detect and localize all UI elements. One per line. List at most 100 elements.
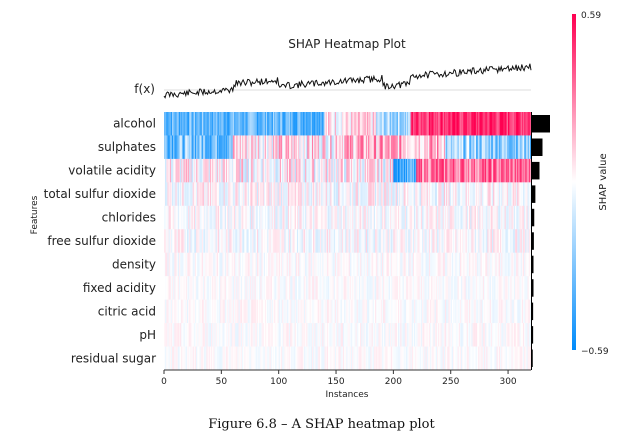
heatmap-cell	[472, 112, 475, 136]
heatmap-cell	[198, 229, 200, 254]
heatmap-cell	[231, 252, 234, 277]
heatmap-cell	[402, 158, 405, 183]
heatmap-cell	[442, 135, 445, 160]
x-axis-ticks: 0 50 100 150 200 250 300	[161, 370, 517, 387]
heatmap-cell	[184, 135, 187, 160]
heatmap-cell	[365, 299, 368, 324]
heatmap-cell	[180, 229, 182, 254]
fx-label: f(x)	[134, 82, 155, 96]
heatmap-cell	[450, 205, 453, 230]
heatmap-cell	[299, 158, 301, 183]
heatmap-cell	[435, 276, 438, 300]
heatmap-cell	[516, 252, 518, 277]
heatmap-cell	[428, 112, 431, 136]
heatmap-cell	[477, 229, 479, 254]
heatmap-cell	[181, 182, 183, 207]
heatmap-cell	[352, 135, 354, 160]
heatmap-cell	[348, 323, 351, 347]
heatmap-cell	[506, 112, 509, 136]
heatmap-cell	[444, 205, 447, 230]
heatmap-cell	[251, 229, 253, 254]
heatmap-cell	[215, 252, 218, 277]
heatmap-cell	[399, 276, 401, 300]
heatmap-cell	[455, 135, 457, 160]
heatmap-cell	[350, 276, 353, 300]
heatmap-cell	[297, 276, 299, 300]
heatmap-cell	[266, 158, 268, 183]
heatmap-cell	[295, 112, 298, 136]
heatmap-cell	[518, 158, 520, 183]
heatmap-cell	[391, 346, 393, 371]
heatmap-cell	[349, 252, 352, 277]
heatmap-cell	[417, 205, 420, 230]
heatmap-cell	[316, 135, 319, 160]
heatmap-cell	[521, 252, 524, 277]
heatmap-cell	[270, 323, 273, 347]
heatmap-cell	[527, 205, 530, 230]
heatmap-cell	[369, 135, 371, 160]
heatmap-cell	[334, 112, 337, 136]
heatmap-cell	[205, 323, 207, 347]
heatmap-cell	[471, 182, 473, 207]
heatmap-cell	[440, 323, 442, 347]
heatmap-cell	[503, 346, 506, 371]
heatmap-cell	[190, 299, 192, 324]
heatmap-cell	[325, 182, 328, 207]
heatmap-cell	[177, 323, 180, 347]
heatmap-cell	[433, 229, 436, 254]
heatmap-cell	[463, 346, 465, 371]
heatmap-cell	[166, 205, 168, 230]
heatmap-cell	[358, 112, 361, 136]
heatmap-cell	[384, 229, 386, 254]
heatmap-cell	[263, 252, 266, 277]
heatmap-cell	[461, 135, 463, 160]
heatmap-cell	[199, 205, 202, 230]
heatmap-cell	[439, 323, 441, 347]
heatmap-cell	[266, 205, 268, 230]
heatmap-cell	[443, 135, 446, 160]
heatmap-cell	[173, 323, 175, 347]
heatmap-cell	[268, 276, 270, 300]
heatmap-cell	[368, 252, 370, 277]
heatmap-cell	[375, 158, 377, 183]
heatmap-cell	[200, 182, 203, 207]
heatmap-cell	[259, 229, 261, 254]
heatmap-cell	[455, 323, 457, 347]
heatmap-cell	[500, 252, 502, 277]
heatmap-cell	[363, 135, 366, 160]
heatmap-cell	[361, 112, 363, 136]
heatmap-cell	[282, 346, 284, 371]
heatmap-cell	[463, 276, 465, 300]
heatmap-cell	[184, 276, 187, 300]
heatmap-cell	[414, 299, 416, 324]
heatmap-cell	[208, 229, 211, 254]
heatmap-cell	[503, 158, 506, 183]
heatmap-cell	[220, 205, 222, 230]
heatmap-cell	[450, 323, 453, 347]
heatmap-cell	[236, 182, 238, 207]
heatmap-cell	[461, 299, 463, 324]
heatmap-cell	[446, 346, 448, 371]
heatmap-cell	[465, 276, 468, 300]
heatmap-cell	[412, 112, 415, 136]
heatmap-cell	[497, 229, 500, 254]
heatmap-cell	[272, 252, 275, 277]
heatmap-cell	[472, 158, 475, 183]
heatmap-cell	[240, 158, 243, 183]
heatmap-cell	[311, 112, 314, 136]
heatmap-cell	[362, 135, 364, 160]
heatmap-cell	[178, 112, 181, 136]
heatmap-cell	[483, 182, 486, 207]
heatmap-cell	[472, 323, 475, 347]
heatmap-cell	[375, 299, 377, 324]
heatmap-cell	[258, 346, 260, 371]
heatmap-cell	[337, 158, 339, 183]
heatmap-cell	[389, 112, 392, 136]
heatmap-cell	[302, 158, 305, 183]
heatmap-cell	[495, 323, 497, 347]
heatmap-cell	[407, 252, 409, 277]
heatmap-cell	[449, 323, 452, 347]
heatmap-cell	[462, 182, 464, 207]
heatmap-cell	[255, 182, 258, 207]
heatmap-cell	[193, 158, 196, 183]
